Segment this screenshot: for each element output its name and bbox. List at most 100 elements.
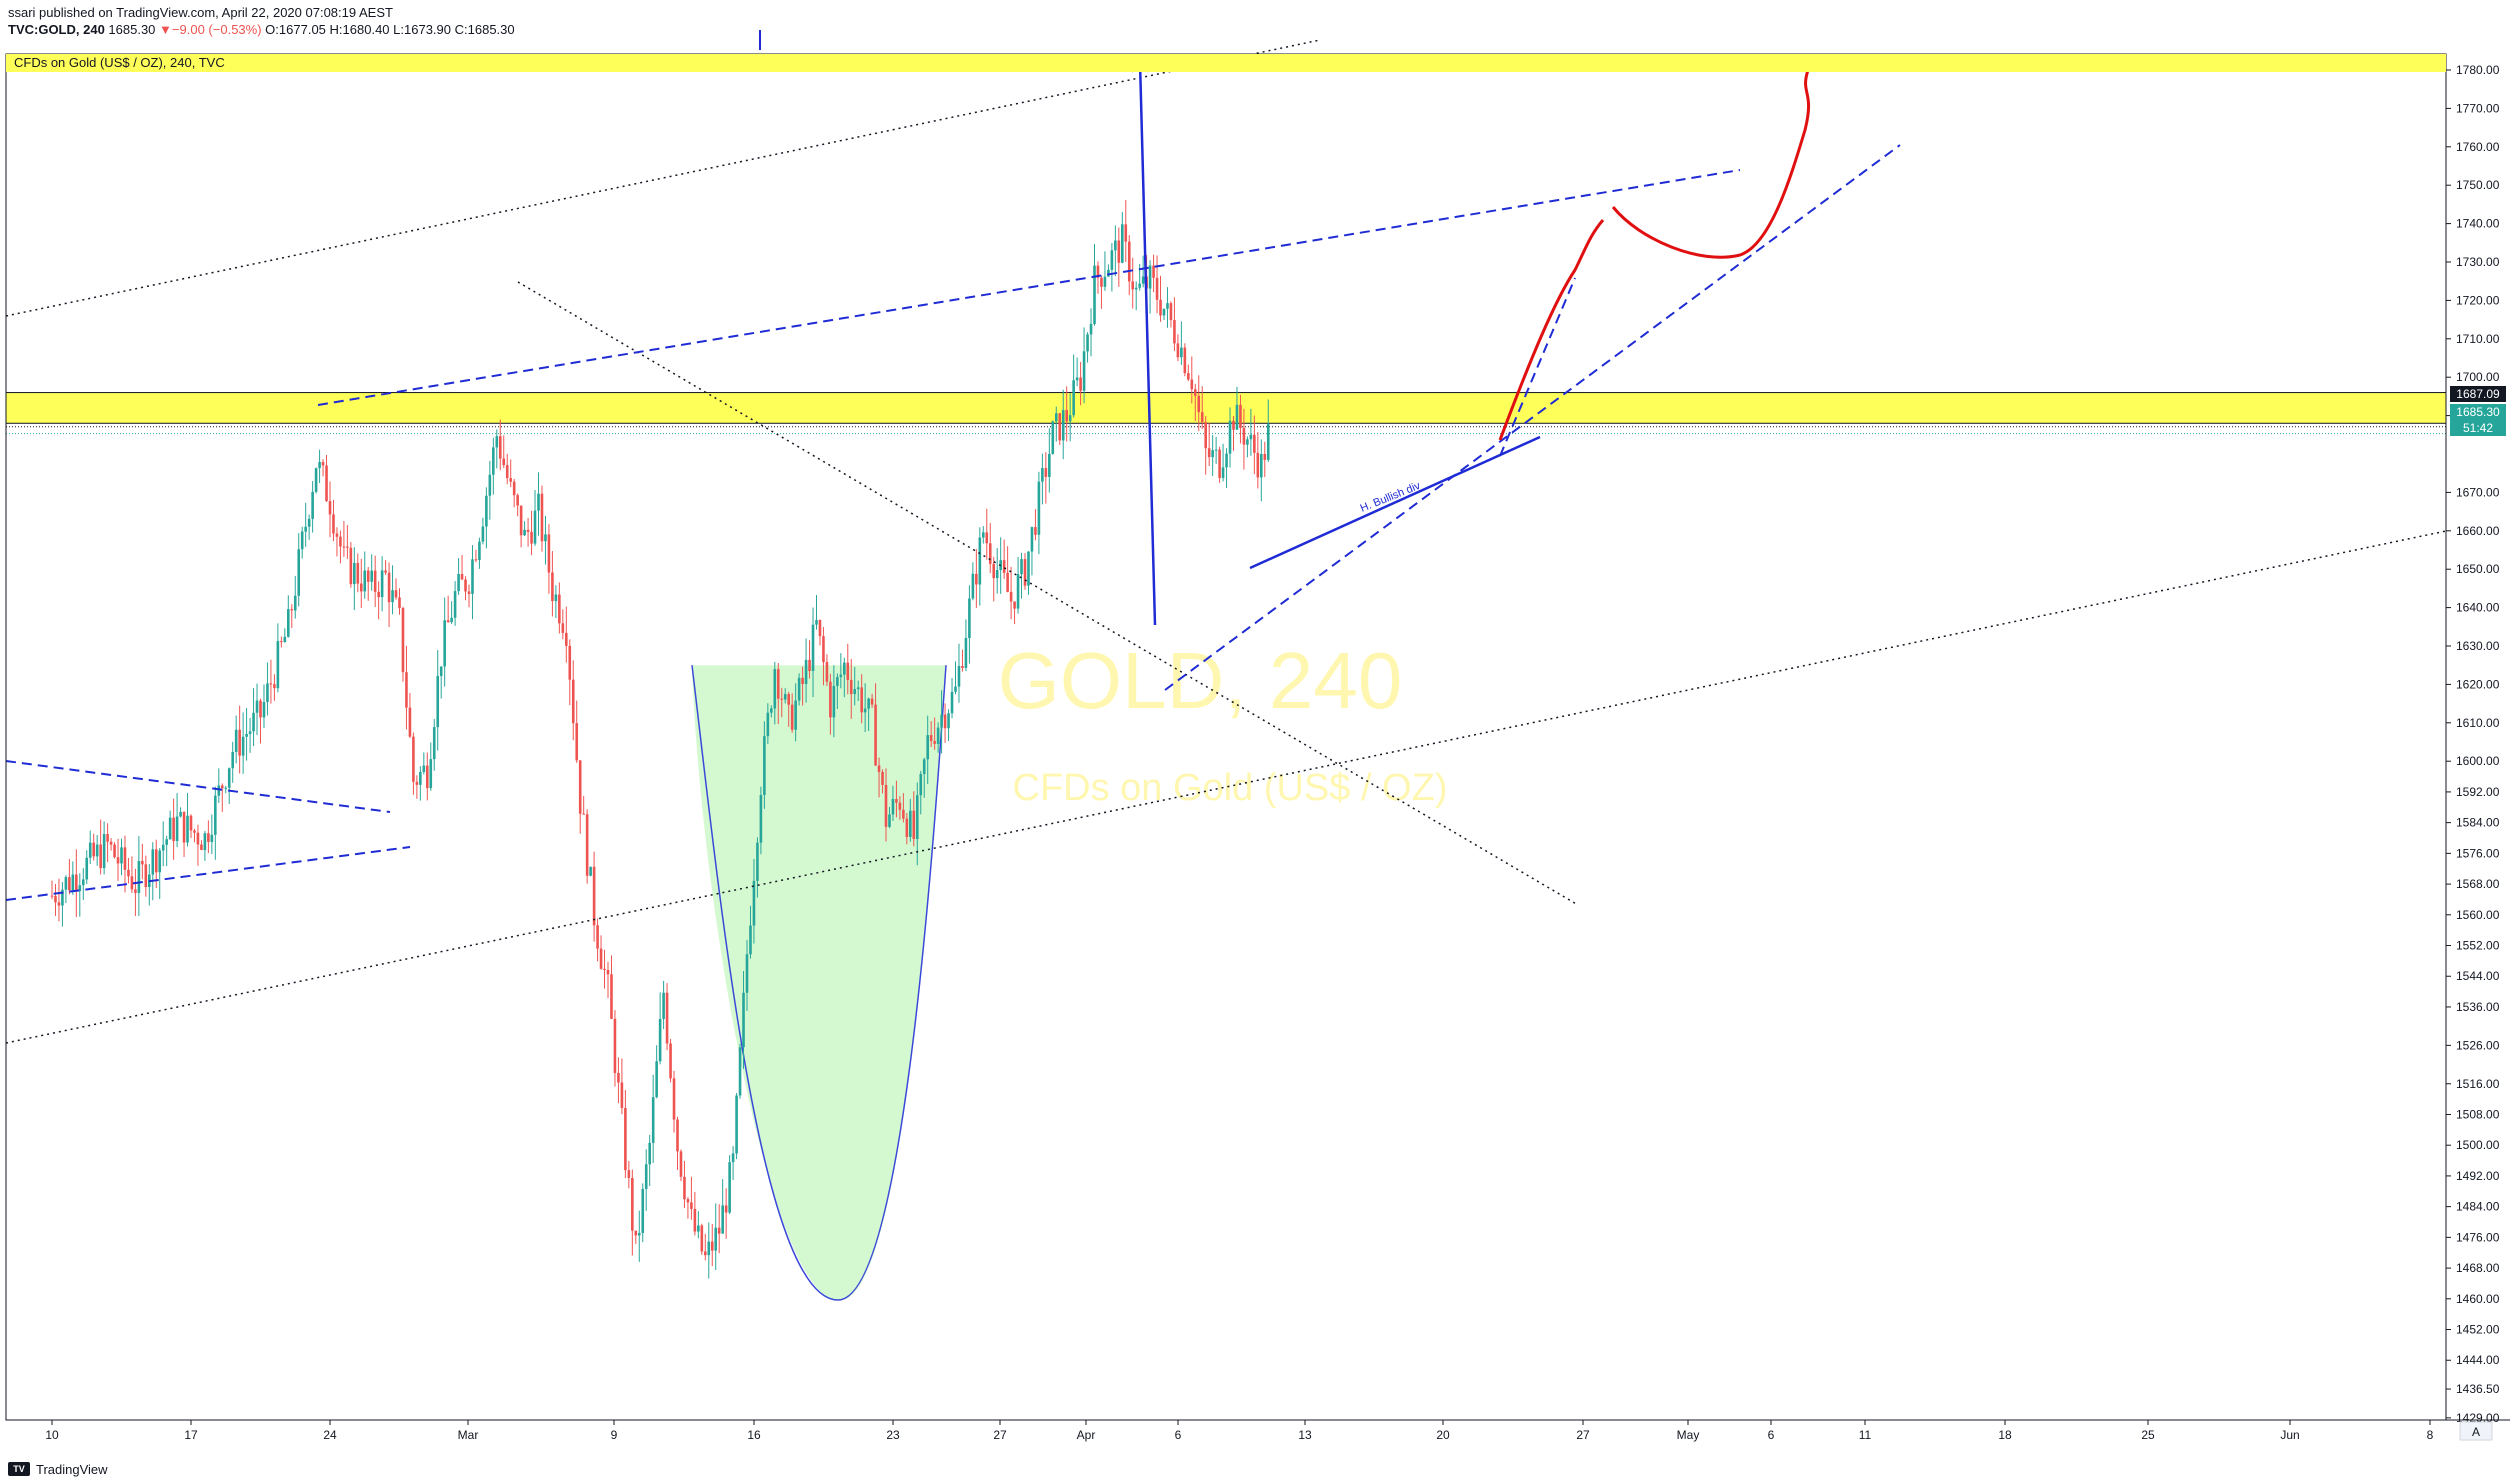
candle-body-108 bbox=[426, 765, 429, 789]
candle-body-266 bbox=[975, 573, 978, 585]
candle-body-196 bbox=[731, 1153, 735, 1163]
open-label: O: bbox=[265, 22, 279, 37]
candle-body-339 bbox=[1228, 420, 1232, 454]
candle-body-327 bbox=[1187, 373, 1190, 380]
target-measure-line bbox=[1138, 61, 1157, 626]
low-label: L: bbox=[393, 22, 404, 37]
y-tick-label-16: 1610.00 bbox=[2456, 716, 2500, 730]
candle-body-300 bbox=[1093, 265, 1096, 324]
candle-body-10 bbox=[85, 857, 89, 880]
candle-body-29 bbox=[151, 849, 155, 875]
candle-body-160 bbox=[606, 969, 610, 975]
candle-body-46 bbox=[210, 834, 214, 842]
candle-body-181 bbox=[679, 1151, 683, 1177]
y-tick-label-31: 1484.00 bbox=[2456, 1200, 2500, 1214]
x-tick-label-14: 6 bbox=[1768, 1428, 1775, 1442]
y-tick-label-35: 1452.00 bbox=[2456, 1323, 2500, 1337]
candle-body-165 bbox=[624, 1108, 627, 1171]
candle-body-347 bbox=[1256, 452, 1260, 478]
y-tick-label-15: 1620.00 bbox=[2456, 677, 2500, 691]
candle-body-49 bbox=[220, 785, 224, 789]
candle-body-27 bbox=[144, 864, 148, 887]
candle-body-270 bbox=[988, 543, 992, 564]
candle-body-36 bbox=[175, 816, 179, 842]
candle-body-246 bbox=[905, 818, 909, 837]
candle-body-16 bbox=[106, 834, 109, 842]
falling-trendline bbox=[517, 281, 1579, 906]
candle-body-4 bbox=[64, 877, 68, 890]
candle-body-241 bbox=[888, 814, 891, 827]
candle-body-189 bbox=[707, 1241, 711, 1256]
y-tick-label-10: 1670.00 bbox=[2456, 485, 2500, 499]
candle-body-257 bbox=[943, 714, 947, 729]
candle-body-206 bbox=[766, 712, 770, 737]
candle-body-317 bbox=[1152, 265, 1155, 278]
candle-body-0 bbox=[50, 895, 54, 897]
candle-body-259 bbox=[950, 691, 954, 714]
candle-body-231 bbox=[853, 689, 857, 695]
y-tick-label-23: 1552.00 bbox=[2456, 939, 2500, 953]
candle-body-115 bbox=[450, 617, 453, 623]
low-value: 1673.90 bbox=[404, 22, 451, 37]
candle-body-230 bbox=[849, 679, 853, 695]
candle-body-336 bbox=[1218, 449, 1221, 478]
candle-body-341 bbox=[1235, 404, 1239, 430]
candle-body-22 bbox=[127, 869, 130, 877]
brand-text[interactable]: TradingView bbox=[36, 1461, 108, 1477]
x-tick-label-8: Apr bbox=[1077, 1428, 1096, 1442]
y-tick-label-4: 1740.00 bbox=[2456, 217, 2500, 231]
candle-body-164 bbox=[620, 1082, 624, 1109]
candle-body-248 bbox=[912, 810, 916, 839]
candle-body-293 bbox=[1068, 415, 1072, 422]
candle-body-86 bbox=[349, 547, 353, 585]
symbol-label[interactable]: TVC:GOLD, 240 bbox=[8, 22, 105, 37]
candle-body-24 bbox=[134, 889, 137, 893]
candle-body-77 bbox=[318, 462, 321, 469]
x-tick-label-18: Jun bbox=[2280, 1428, 2299, 1442]
legend-text[interactable]: CFDs on Gold (US$ / OZ), 240, TVC bbox=[14, 55, 225, 70]
x-tick-label-5: 16 bbox=[747, 1428, 761, 1442]
candle-body-67 bbox=[283, 636, 287, 643]
candle-body-233 bbox=[860, 687, 863, 713]
candle-body-96 bbox=[384, 570, 387, 573]
x-tick-label-17: 25 bbox=[2141, 1428, 2155, 1442]
auto-scale-button[interactable] bbox=[2459, 1421, 2493, 1441]
candle-body-332 bbox=[1204, 422, 1207, 449]
candle-body-182 bbox=[683, 1176, 686, 1200]
candle-body-145 bbox=[554, 594, 558, 602]
candle-body-256 bbox=[940, 714, 943, 728]
candle-body-167 bbox=[631, 1177, 634, 1231]
candle-body-1 bbox=[54, 895, 57, 903]
candle-body-42 bbox=[196, 832, 200, 845]
candle-body-191 bbox=[714, 1227, 718, 1251]
candle-body-81 bbox=[332, 514, 335, 534]
candle-body-80 bbox=[328, 501, 332, 515]
y-tick-label-0: 1780.00 bbox=[2456, 63, 2500, 77]
candle-body-244 bbox=[898, 802, 902, 810]
candle-body-30 bbox=[154, 849, 158, 873]
candle-body-277 bbox=[1013, 601, 1016, 609]
candle-body-221 bbox=[818, 620, 822, 637]
candle-body-285 bbox=[1041, 468, 1044, 482]
candle-body-110 bbox=[432, 727, 436, 760]
candle-body-243 bbox=[895, 798, 898, 803]
candle-body-39 bbox=[186, 815, 189, 843]
candle-body-58 bbox=[252, 712, 255, 732]
candle-body-7 bbox=[75, 874, 78, 892]
candle-body-280 bbox=[1023, 559, 1027, 586]
last-price-badge-text: 1685.30 bbox=[2456, 405, 2500, 419]
candle-body-93 bbox=[373, 570, 377, 592]
candle-body-43 bbox=[200, 844, 203, 851]
watermark-symbol: GOLD, 240 bbox=[998, 636, 1403, 725]
projection-wave-path bbox=[1611, 69, 1811, 259]
candle-body-25 bbox=[137, 860, 141, 893]
candle-body-91 bbox=[366, 570, 370, 582]
candle-body-88 bbox=[356, 563, 360, 584]
candle-body-203 bbox=[756, 842, 759, 881]
plot-frame bbox=[5, 53, 2447, 1421]
candle-body-224 bbox=[829, 681, 832, 718]
candle-body-119 bbox=[464, 579, 467, 592]
y-tick-label-22: 1560.00 bbox=[2456, 908, 2500, 922]
high-value: 1680.40 bbox=[342, 22, 390, 37]
